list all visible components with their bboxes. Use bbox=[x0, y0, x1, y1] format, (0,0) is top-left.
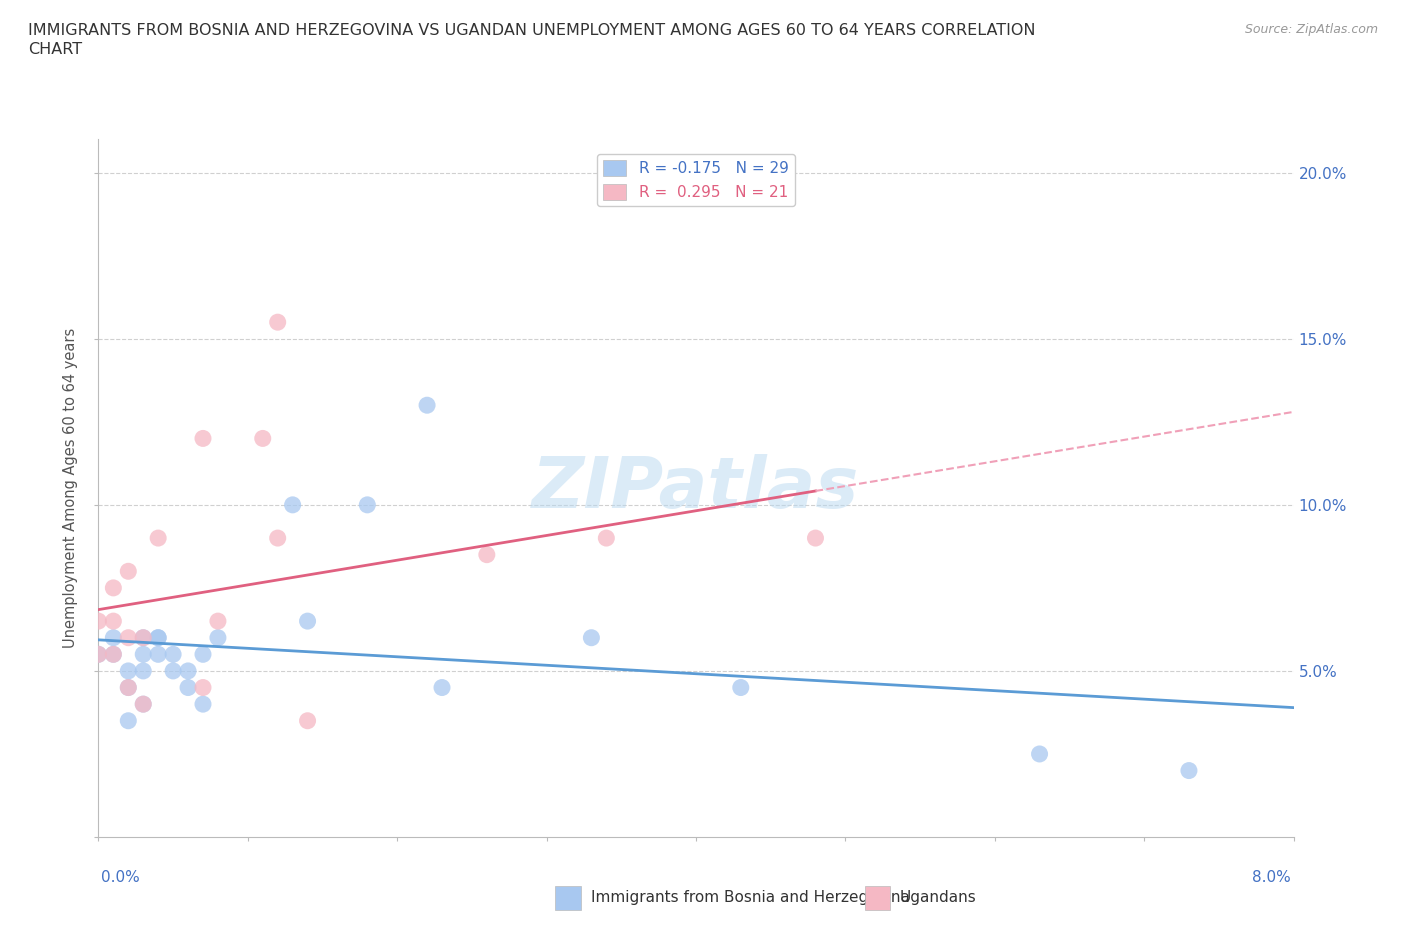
Point bbox=[87, 647, 110, 662]
Point bbox=[267, 531, 290, 546]
Point bbox=[162, 647, 184, 662]
Point bbox=[132, 647, 155, 662]
Point bbox=[87, 614, 110, 629]
Point bbox=[103, 631, 125, 645]
Point bbox=[281, 498, 304, 512]
Point bbox=[103, 647, 125, 662]
Point bbox=[297, 713, 319, 728]
Point bbox=[207, 631, 229, 645]
Point bbox=[103, 647, 125, 662]
Point bbox=[103, 580, 125, 595]
Point bbox=[132, 697, 155, 711]
Point bbox=[148, 631, 170, 645]
Text: 0.0%: 0.0% bbox=[101, 870, 141, 884]
Point bbox=[191, 431, 214, 445]
Point bbox=[416, 398, 439, 413]
Point bbox=[132, 631, 155, 645]
Point bbox=[177, 680, 200, 695]
Point bbox=[207, 614, 229, 629]
Point bbox=[117, 680, 139, 695]
Point bbox=[148, 631, 170, 645]
Point bbox=[430, 680, 453, 695]
Point bbox=[132, 697, 155, 711]
Point bbox=[804, 531, 827, 546]
Point bbox=[581, 631, 603, 645]
Text: Source: ZipAtlas.com: Source: ZipAtlas.com bbox=[1244, 23, 1378, 36]
Point bbox=[87, 647, 110, 662]
Point bbox=[177, 663, 200, 678]
Point bbox=[117, 713, 139, 728]
Point bbox=[191, 697, 214, 711]
Point bbox=[297, 614, 319, 629]
Point bbox=[1178, 764, 1201, 778]
Y-axis label: Unemployment Among Ages 60 to 64 years: Unemployment Among Ages 60 to 64 years bbox=[63, 328, 79, 648]
Text: CHART: CHART bbox=[28, 42, 82, 57]
Point bbox=[252, 431, 274, 445]
Point bbox=[117, 631, 139, 645]
Point bbox=[117, 564, 139, 578]
Point bbox=[475, 547, 498, 562]
Point bbox=[356, 498, 378, 512]
Point bbox=[1028, 747, 1050, 762]
Point bbox=[191, 680, 214, 695]
Text: IMMIGRANTS FROM BOSNIA AND HERZEGOVINA VS UGANDAN UNEMPLOYMENT AMONG AGES 60 TO : IMMIGRANTS FROM BOSNIA AND HERZEGOVINA V… bbox=[28, 23, 1036, 38]
Legend: R = -0.175   N = 29, R =  0.295   N = 21: R = -0.175 N = 29, R = 0.295 N = 21 bbox=[598, 154, 794, 206]
Point bbox=[117, 680, 139, 695]
Point bbox=[148, 647, 170, 662]
Point bbox=[191, 647, 214, 662]
Point bbox=[162, 663, 184, 678]
Point bbox=[117, 663, 139, 678]
Text: 8.0%: 8.0% bbox=[1251, 870, 1291, 884]
Point bbox=[132, 631, 155, 645]
Text: Ugandans: Ugandans bbox=[900, 890, 977, 905]
Point bbox=[132, 663, 155, 678]
Text: ZIPatlas: ZIPatlas bbox=[533, 454, 859, 523]
Point bbox=[595, 531, 617, 546]
Point bbox=[267, 314, 290, 329]
Text: Immigrants from Bosnia and Herzegovina: Immigrants from Bosnia and Herzegovina bbox=[591, 890, 910, 905]
Point bbox=[148, 531, 170, 546]
Point bbox=[730, 680, 752, 695]
Point bbox=[103, 614, 125, 629]
